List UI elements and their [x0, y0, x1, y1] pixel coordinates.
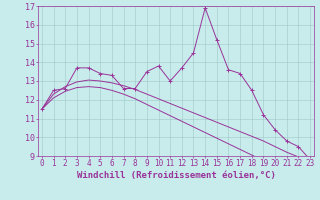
X-axis label: Windchill (Refroidissement éolien,°C): Windchill (Refroidissement éolien,°C) — [76, 171, 276, 180]
